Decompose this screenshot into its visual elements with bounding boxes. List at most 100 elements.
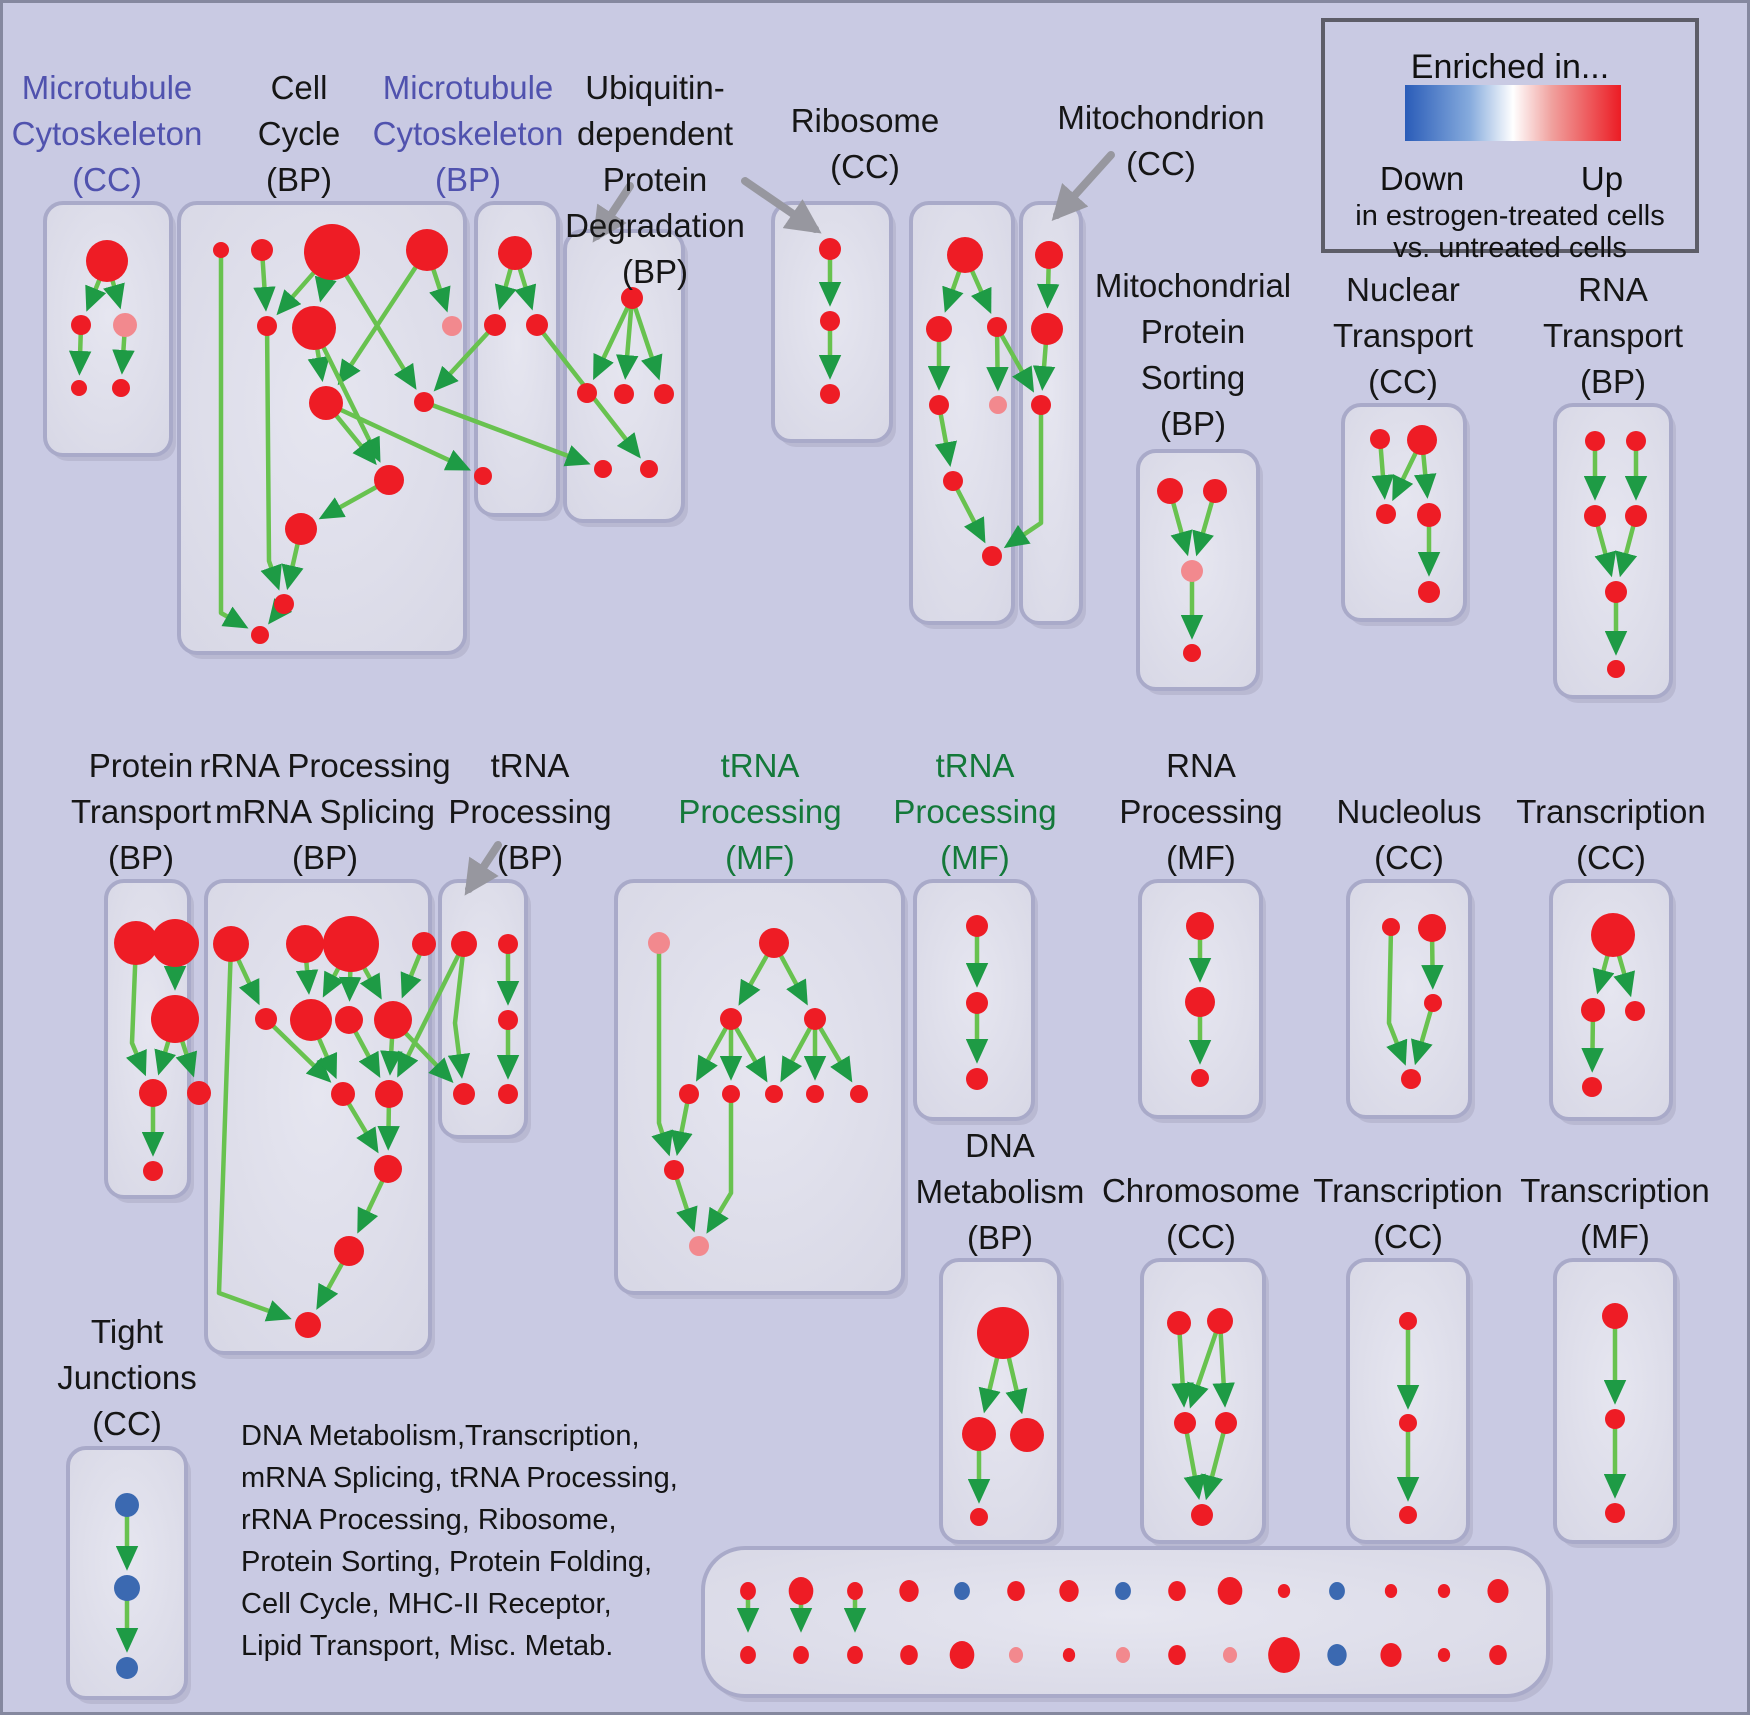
mitochondrial-protein-sorting-bp-node (1157, 478, 1183, 504)
label-nucleolus-cc: Nucleolus (CC) (1337, 789, 1482, 881)
label-line: (CC) (92, 1405, 162, 1442)
label-line: (CC) (1126, 145, 1196, 182)
label-line: DNA (965, 1127, 1035, 1164)
summary-line: Protein Sorting, Protein Folding, (241, 1546, 653, 1578)
ubiquitin-degradation-left-node (614, 384, 634, 404)
trna-processing-mf-large-edge (696, 1023, 730, 1082)
microtubule-cytoskeleton-cc-node (71, 380, 87, 396)
misc-term-node-bottom (740, 1646, 756, 1664)
label-rna-processing-mf: RNA Processing (MF) (1119, 743, 1282, 881)
cell-cycle-bp-edge (276, 264, 322, 316)
cell-cycle-bp-edge (337, 260, 422, 386)
misc-term-node-top (1217, 1577, 1243, 1605)
label-line: Transport (1333, 317, 1473, 354)
misc-term-node-top (1384, 1584, 1398, 1598)
rrna-processing-mrna-splicing-bp-node (374, 1155, 402, 1183)
label-line: (BP) (1580, 363, 1646, 400)
misc-term-node-top (1329, 1582, 1345, 1600)
dna-metabolism-bp-node (1010, 1418, 1044, 1452)
label-tight-junctions-cc: Tight Junctions (CC) (57, 1309, 196, 1447)
trna-processing-mf-large-edge (816, 1023, 853, 1083)
dna-metabolism-bp-edge (978, 1348, 1002, 1414)
mitochondrion-cc-box (1019, 201, 1083, 625)
label-line: dependent (576, 115, 733, 152)
cell-cycle-bp-node (374, 465, 404, 495)
label-chromosome-cc: Chromosome (CC) (1102, 1168, 1300, 1260)
label-ribosome-cc: Ribosome (CC) (791, 98, 940, 190)
nucleolus-cc-edge (1421, 935, 1444, 990)
rrna-processing-mrna-splicing-bp-edge (314, 1031, 338, 1080)
label-line: (CC) (1576, 839, 1646, 876)
transcription-mf-node (1605, 1409, 1625, 1429)
mitochondrion-pointer-arrow (1051, 151, 1115, 221)
misc-term-node-top (1007, 1581, 1025, 1601)
mitochondrion-cc-edge (1036, 262, 1060, 309)
mitochondrial-protein-sorting-bp-node (1183, 644, 1201, 662)
cell-cycle-bp-node (414, 392, 434, 412)
ribosome-cc-edge (986, 331, 1009, 392)
legend-down-label: Down (1379, 160, 1465, 197)
rrna-processing-mrna-splicing-bp-edge (357, 1175, 387, 1234)
label-dna-metabolism-bp: DNA Metabolism (BP) (916, 1123, 1085, 1261)
trna-processing-bp-node (498, 1010, 518, 1030)
protein-transport-bp-node (151, 995, 199, 1043)
legend-gradient-bar (1405, 85, 1621, 141)
cell-cycle-bp-edge (429, 261, 451, 313)
misc-term-node-bottom (1062, 1648, 1076, 1662)
misc-term-node-bottom (1489, 1645, 1507, 1665)
nuclear-transport-cc-box (1341, 403, 1467, 622)
summary-text-block: DNA Metabolism,Transcription, mRNA Splic… (241, 1415, 678, 1667)
label-line: Tight (90, 1313, 164, 1350)
misc-term-node-bottom (1268, 1637, 1300, 1673)
misc-term-node-bottom (949, 1641, 975, 1669)
rna-transport-bp-node (1584, 505, 1606, 527)
cell-cycle-bp-node (257, 316, 277, 336)
misc-term-node-top (1059, 1580, 1079, 1602)
trna-processing-mf-large-node (679, 1084, 699, 1104)
trna-processing-mf-large-node (765, 1085, 783, 1103)
label-line: tRNA (490, 747, 570, 784)
rrna-processing-mrna-splicing-bp-node (295, 1312, 321, 1338)
rna-processing-mf-node (1186, 912, 1214, 940)
rna-transport-bp-node (1585, 431, 1605, 451)
misc-term-node-top (1437, 1584, 1451, 1598)
label-line: Transcription (1520, 1172, 1710, 1209)
protein-transport-bp-node (187, 1081, 211, 1105)
label-line: Cell (270, 69, 328, 106)
label-ubiquitin-degradation-left: Ubiquitin-dependent Protein Degradation (BP… (565, 65, 745, 295)
label-line: (MF) (940, 839, 1010, 876)
label-line: (MF) (1580, 1218, 1650, 1255)
label-transcription-mf: Transcription (MF) (1520, 1168, 1710, 1260)
mitochondrial-protein-sorting-bp-node (1203, 479, 1227, 503)
ubiquitin-degradation-right-node (819, 238, 841, 260)
ribosome-cc-node (982, 546, 1002, 566)
tight-junctions-cc-box (66, 1446, 188, 1700)
nucleolus-cc-box (1346, 879, 1472, 1119)
misc-term-node-bottom (1008, 1647, 1024, 1663)
label-line: Sorting (1140, 359, 1246, 396)
label-line: RNA (1166, 747, 1236, 784)
rrna-processing-mrna-splicing-bp-node (286, 925, 324, 963)
label-transcription-cc-row3: Transcription (CC) (1313, 1168, 1503, 1260)
summary-line: DNA Metabolism,Transcription, (241, 1420, 640, 1452)
label-protein-transport-bp: Protein Transport (BP) (71, 743, 211, 881)
rna-processing-mf-node (1185, 987, 1215, 1017)
cell-cycle-bp-edge (218, 253, 249, 629)
mitochondrion-cc-edge (1032, 337, 1056, 391)
label-line: Mitochondrial (1094, 267, 1292, 304)
nuclear-transport-cc-node (1370, 429, 1390, 449)
label-trna-processing-mf-large: tRNA Processing (MF) (678, 743, 841, 881)
label-line: (CC) (72, 161, 142, 198)
label-line: Protein (88, 747, 194, 784)
label-line: (CC) (1373, 1218, 1443, 1255)
trna-processing-bp-node (498, 934, 518, 954)
trna-processing-mf-small-node (966, 1068, 988, 1090)
label-line: Ubiquitin- (585, 69, 725, 106)
chromosome-cc-node (1207, 1308, 1233, 1334)
chromosome-cc-box (1140, 1258, 1266, 1544)
protein-transport-bp-node (143, 1161, 163, 1181)
label-line: RNA (1578, 271, 1648, 308)
ubiquitin-degradation-left-edge (616, 303, 639, 380)
label-cell-cycle-bp: Cell Cycle (BP) (258, 65, 341, 203)
microtubule-cytoskeleton-bp-edge (494, 262, 517, 311)
